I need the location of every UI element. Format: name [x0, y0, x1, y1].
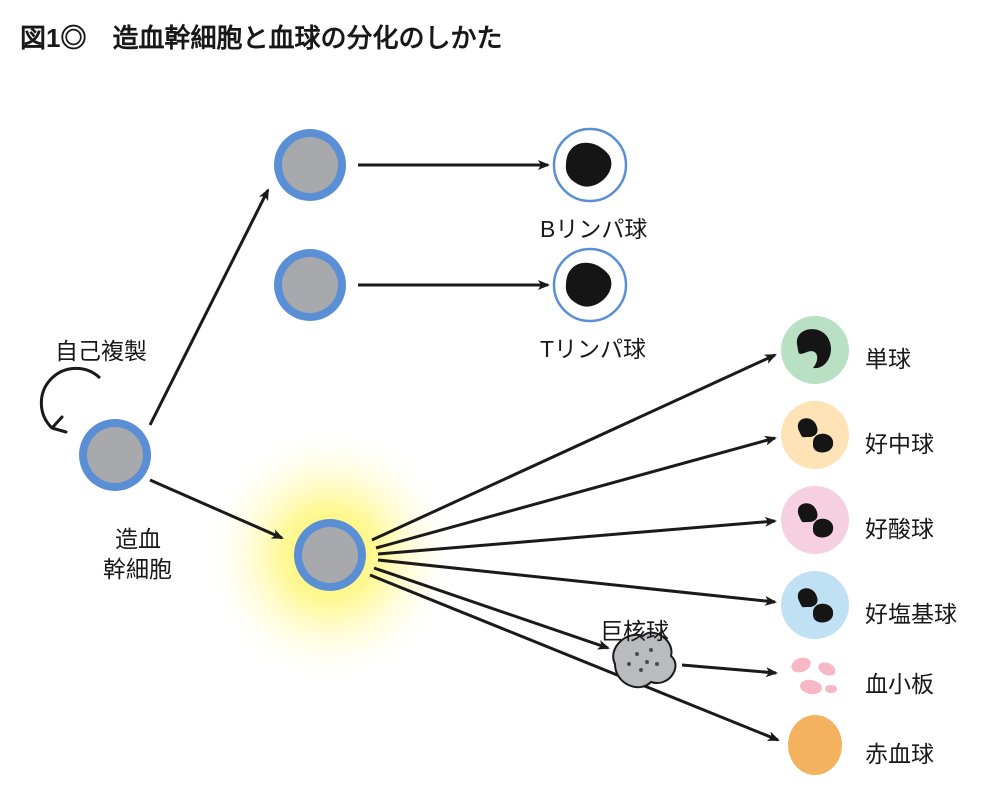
label-t-lymphocyte: Tリンパ球	[540, 330, 646, 364]
cell-t-lymphocyte	[554, 249, 626, 321]
label-stem-line1: 造血	[115, 520, 161, 554]
label-b-lymphocyte: Bリンパ球	[540, 210, 647, 244]
cell-stem-copy-1	[274, 129, 346, 201]
cell-neutrophil	[781, 401, 849, 469]
cell-erythrocyte	[788, 715, 842, 775]
label-stem-line2: 幹細胞	[103, 550, 172, 584]
cell-progenitor	[294, 519, 366, 591]
label-eosinophil: 好酸球	[865, 510, 934, 544]
label-rbc: 赤血球	[865, 735, 934, 769]
arrow-glow-to-mono	[372, 355, 775, 540]
label-self-replication: 自己複製	[55, 332, 147, 366]
label-platelets: 血小板	[865, 665, 934, 699]
arrow-glow-to-rbc	[370, 575, 778, 740]
diagram-svg	[0, 0, 1000, 785]
cell-layer	[79, 129, 849, 775]
cell-platelets	[789, 655, 837, 696]
cell-basophil	[781, 571, 849, 639]
self-replication-loop	[41, 368, 100, 432]
label-megakaryocyte: 巨核球	[600, 612, 669, 646]
diagram-stage: 図1◎ 造血幹細胞と血球の分化のしかた 自己複製 造血 幹細胞 Bリンパ球 T	[0, 0, 1000, 785]
cell-eosinophil	[781, 486, 849, 554]
cell-hematopoietic-stem	[79, 419, 151, 491]
cell-monocyte	[781, 316, 849, 384]
label-basophil: 好塩基球	[865, 595, 957, 629]
arrow-mega-to-plate	[682, 665, 776, 673]
cell-stem-copy-2	[274, 249, 346, 321]
label-neutrophil: 好中球	[865, 425, 934, 459]
label-monocyte: 単球	[865, 340, 911, 374]
arrow-stem-to-copy1	[150, 190, 268, 425]
cell-b-lymphocyte	[554, 129, 626, 201]
arrow-layer	[150, 165, 778, 740]
